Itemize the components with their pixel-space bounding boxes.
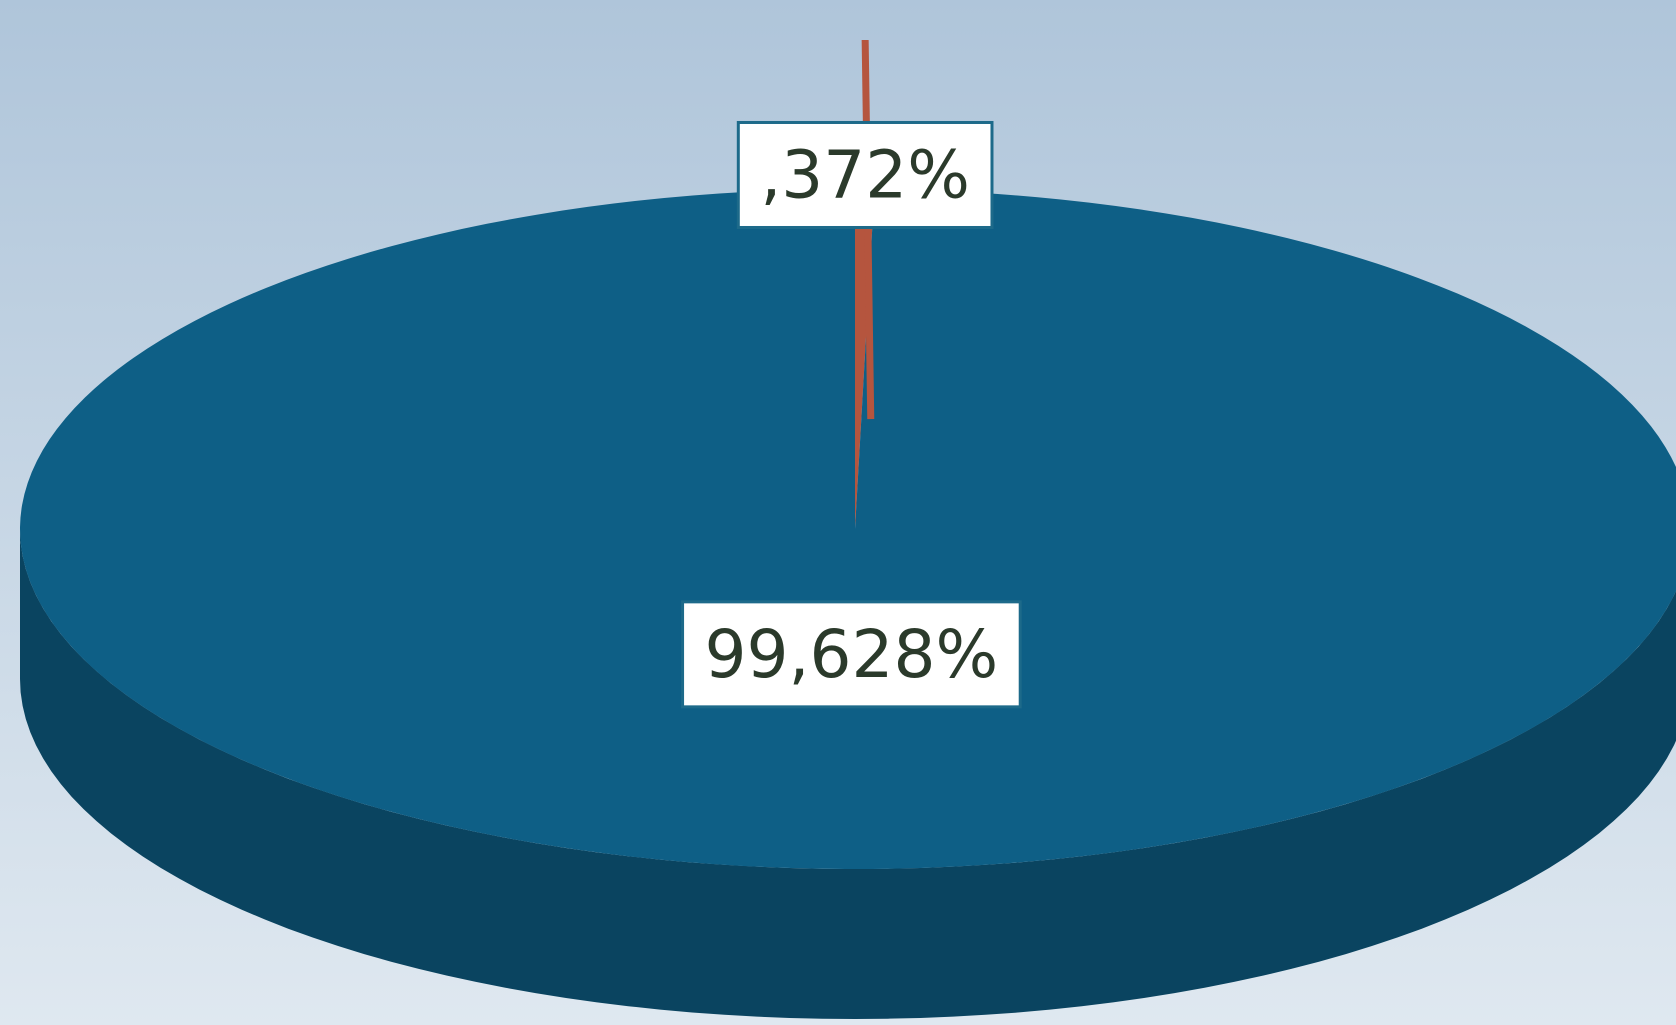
data-label-box (681, 600, 1022, 709)
data-label-box (736, 120, 994, 229)
pie-labels: ,372% 99,628% (681, 39, 1022, 709)
data-label: 99,628% (705, 616, 999, 693)
pie-sides (20, 529, 1676, 1019)
pie-slice (20, 189, 1676, 869)
leader-line (861, 39, 875, 420)
pie-tops (20, 189, 1676, 869)
data-label: ,372% (760, 136, 970, 213)
pie-slice-side (20, 529, 1676, 1019)
